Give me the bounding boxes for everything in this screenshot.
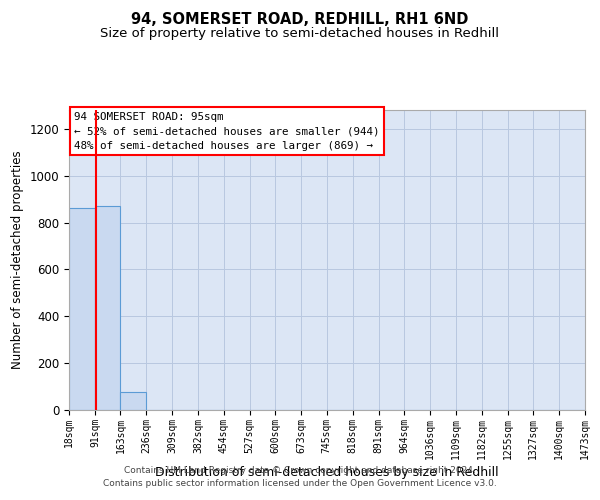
Bar <box>121 392 146 410</box>
Text: 94 SOMERSET ROAD: 95sqm
← 52% of semi-detached houses are smaller (944)
48% of s: 94 SOMERSET ROAD: 95sqm ← 52% of semi-de… <box>74 112 380 151</box>
X-axis label: Distribution of semi-detached houses by size in Redhill: Distribution of semi-detached houses by … <box>155 466 499 478</box>
Text: Size of property relative to semi-detached houses in Redhill: Size of property relative to semi-detach… <box>101 28 499 40</box>
Text: Contains HM Land Registry data © Crown copyright and database right 2024.
Contai: Contains HM Land Registry data © Crown c… <box>103 466 497 487</box>
Bar <box>69 208 95 410</box>
Y-axis label: Number of semi-detached properties: Number of semi-detached properties <box>11 150 24 370</box>
Bar <box>95 206 121 410</box>
Text: 94, SOMERSET ROAD, REDHILL, RH1 6ND: 94, SOMERSET ROAD, REDHILL, RH1 6ND <box>131 12 469 28</box>
